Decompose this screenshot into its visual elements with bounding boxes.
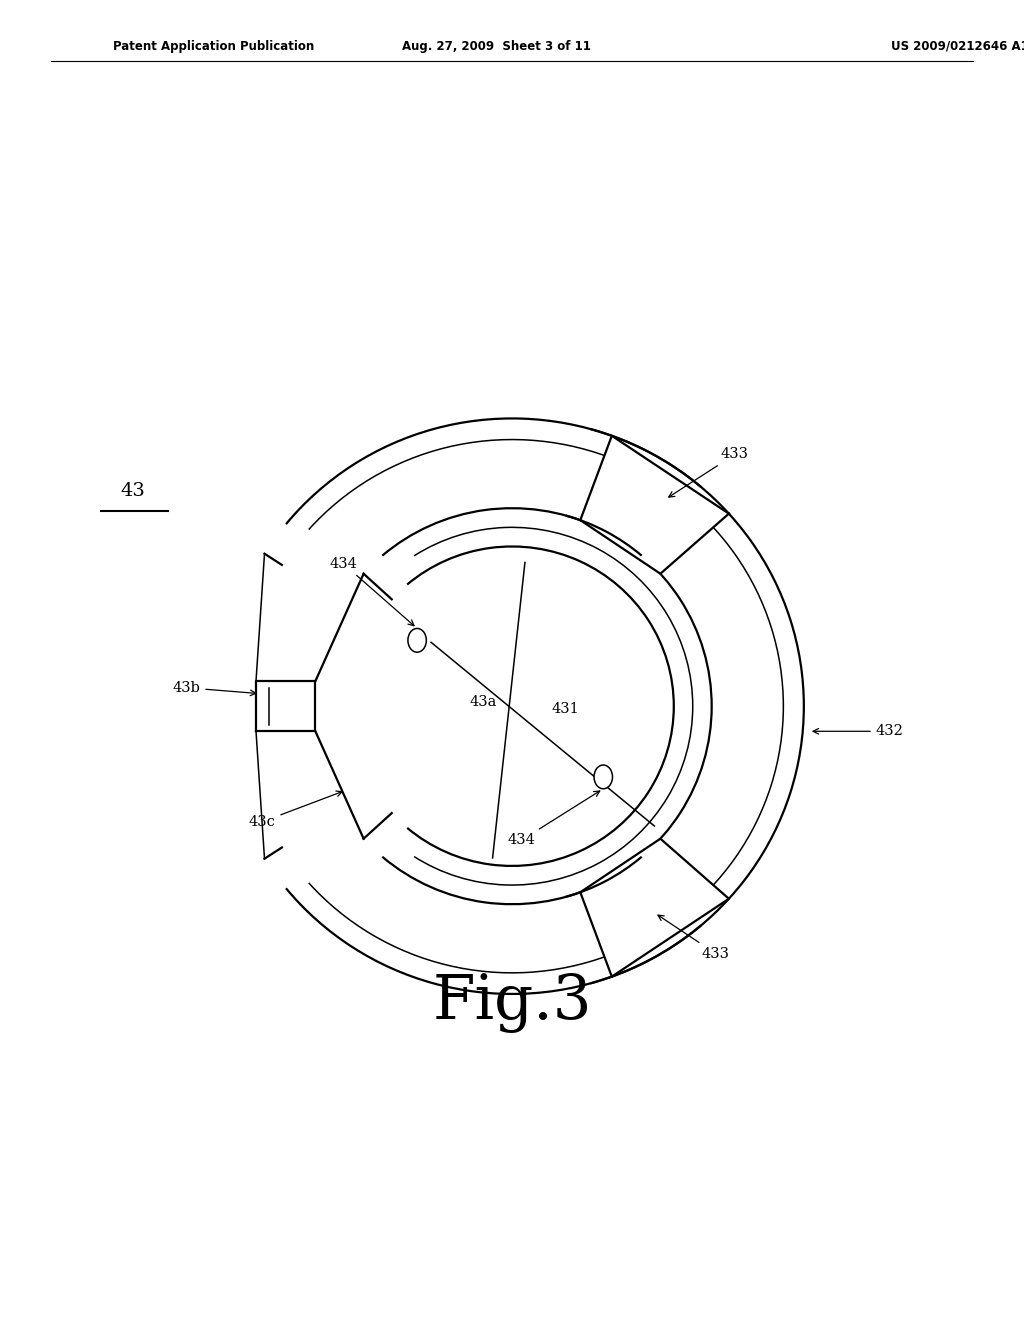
Text: 433: 433	[669, 447, 749, 498]
Text: Patent Application Publication: Patent Application Publication	[113, 40, 314, 53]
Text: Fig.3: Fig.3	[432, 973, 592, 1034]
Text: 43a: 43a	[470, 696, 497, 709]
Text: 431: 431	[551, 702, 580, 715]
Text: 43: 43	[121, 482, 145, 500]
Polygon shape	[581, 436, 729, 574]
Text: 43c: 43c	[249, 791, 342, 829]
Text: 432: 432	[813, 725, 904, 738]
Circle shape	[408, 628, 426, 652]
Text: US 2009/0212646 A1: US 2009/0212646 A1	[891, 40, 1024, 53]
Circle shape	[594, 766, 612, 789]
Text: 434: 434	[330, 557, 414, 626]
Text: 43b: 43b	[172, 681, 256, 696]
Text: 434: 434	[508, 791, 600, 847]
Polygon shape	[581, 838, 729, 977]
Text: Aug. 27, 2009  Sheet 3 of 11: Aug. 27, 2009 Sheet 3 of 11	[402, 40, 591, 53]
Text: 433: 433	[658, 915, 730, 961]
